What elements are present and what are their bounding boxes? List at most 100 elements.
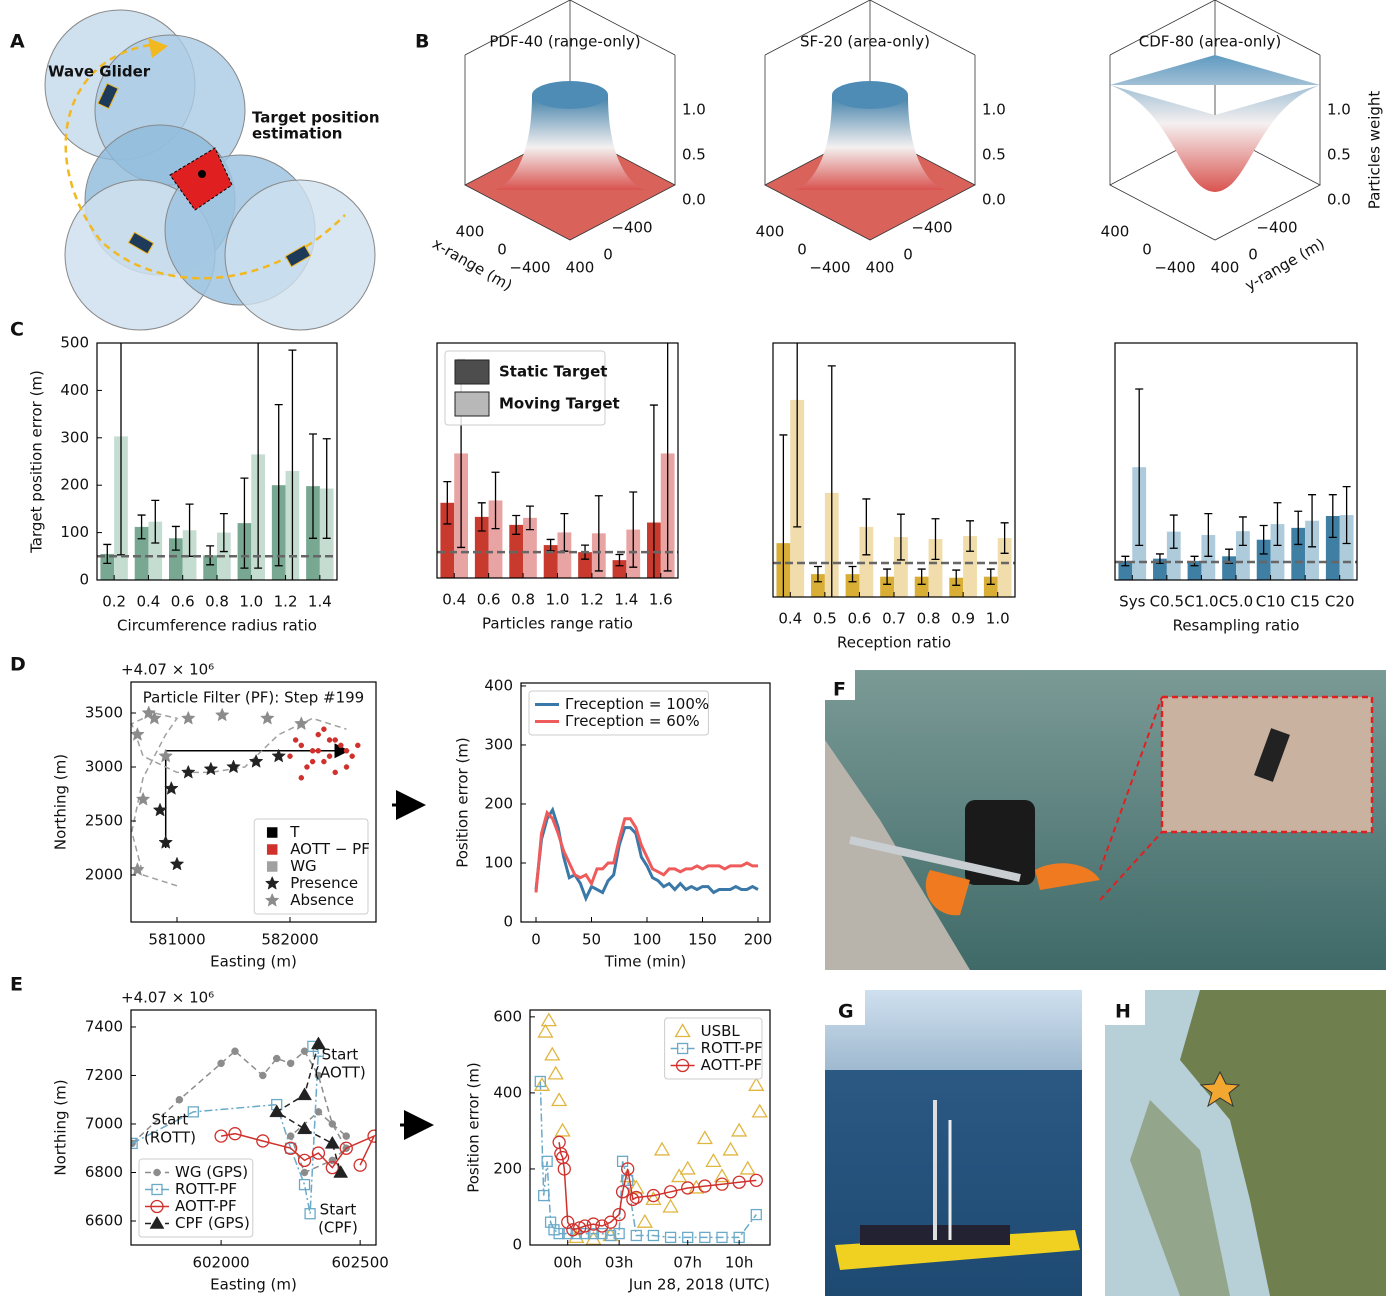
z-tick-label: 0.0 — [682, 191, 706, 209]
y-tick-label: 500 — [60, 334, 89, 352]
panel-label: B — [415, 31, 429, 53]
z-tick-label: 0.5 — [982, 146, 1006, 164]
x-tick-label: 03h — [605, 1254, 634, 1272]
panel-label: C — [10, 319, 24, 341]
x-tick-label: 602000 — [192, 1254, 249, 1272]
legend-label: Γreception = 100% — [565, 695, 709, 713]
x-axis-label: Reception ratio — [837, 634, 951, 652]
x-tick-label: 1.0 — [239, 593, 263, 611]
x-tick-label: 1.2 — [580, 591, 604, 609]
x-tick-label: C20 — [1325, 593, 1355, 611]
marker — [333, 770, 338, 775]
x-tick-label: Sys — [1119, 593, 1145, 611]
y-tick-label: 2000 — [85, 866, 123, 884]
x-tick-label: C10 — [1256, 593, 1286, 611]
marker — [638, 1215, 652, 1227]
legend-label: AOTT − PF — [290, 840, 370, 858]
panel-label: F — [833, 679, 846, 701]
chart: 0.40.60.81.01.21.41.6Particles range rat… — [437, 336, 678, 640]
x-tick-label: 50 — [582, 931, 601, 949]
marker — [672, 1170, 686, 1182]
axis-label: Particles weight — [1366, 91, 1384, 210]
chart: 0100200300400050100150200Position error … — [454, 676, 773, 970]
tick-label: 0 — [903, 246, 913, 264]
marker — [316, 732, 321, 737]
chart-title: Particle Filter (PF): Step #199 — [143, 689, 364, 707]
x-axis-label: Resampling ratio — [1173, 617, 1300, 635]
x-tick-label: 100 — [633, 931, 662, 949]
marker — [325, 1136, 339, 1148]
chart: 01002003004005000.20.40.60.81.01.21.4Tar… — [28, 318, 338, 635]
panel-label: D — [10, 654, 26, 676]
marker — [299, 775, 304, 780]
marker — [552, 1094, 566, 1106]
marker — [287, 1060, 294, 1067]
annotation: (AOTT) — [314, 1064, 366, 1082]
figure: ABCDEFGHWave GliderTarget positionestima… — [0, 0, 1386, 1296]
marker — [327, 738, 332, 743]
marker — [267, 845, 277, 855]
legend-label: Moving Target — [499, 395, 620, 413]
x-axis-label: Easting (m) — [210, 953, 297, 971]
marker — [321, 759, 326, 764]
x-axis-label: Circumference radius ratio — [117, 617, 317, 635]
diagram-a — [45, 10, 375, 330]
marker — [136, 792, 149, 805]
x-tick-label: 1.4 — [308, 593, 332, 611]
tick-label: 0 — [1248, 246, 1258, 264]
x-tick-label: 0 — [531, 931, 541, 949]
marker — [343, 1133, 350, 1140]
tick-label: 400 — [566, 259, 595, 277]
surface-plot: PDF-40 (range-only)1.00.50.04000−400−400… — [429, 0, 706, 295]
marker — [154, 1169, 161, 1176]
z-tick-label: 1.0 — [682, 101, 706, 119]
marker — [355, 743, 360, 748]
x-axis-label: Particles range ratio — [482, 615, 633, 633]
marker — [350, 754, 355, 759]
marker — [273, 1055, 280, 1062]
marker — [232, 1048, 239, 1055]
marker — [698, 1132, 712, 1144]
marker — [664, 1200, 678, 1212]
x-tick-label: 0.4 — [442, 591, 466, 609]
marker — [327, 754, 332, 759]
legend-label: ROTT-PF — [701, 1039, 763, 1057]
x-tick-label: 07h — [673, 1254, 702, 1272]
marker — [751, 1210, 761, 1220]
legend-label: CPF (GPS) — [175, 1214, 250, 1232]
x-tick-label: 0.9 — [951, 610, 975, 628]
x-tick-label: 602500 — [332, 1254, 389, 1272]
tick-label: −400 — [509, 259, 550, 277]
tick-label: 0 — [497, 241, 507, 259]
panel-label: E — [10, 974, 23, 996]
x-tick-label: C15 — [1290, 593, 1320, 611]
x-tick-label: 0.4 — [778, 610, 802, 628]
y-tick-label: 200 — [493, 1159, 522, 1177]
marker — [310, 748, 315, 753]
z-tick-label: 0.5 — [682, 146, 706, 164]
x-tick-label: 0.6 — [477, 591, 501, 609]
axis-label: y-range (m) — [1242, 235, 1328, 295]
x-tick-label: 0.2 — [102, 593, 126, 611]
marker — [267, 862, 277, 872]
tick-label: 400 — [1101, 223, 1130, 241]
tick-label: 400 — [756, 223, 785, 241]
marker — [344, 765, 349, 770]
x-axis-label: Time (min) — [604, 953, 686, 971]
marker — [216, 708, 229, 721]
diagram-label: estimation — [252, 125, 342, 143]
marker — [316, 748, 321, 753]
x-tick-label: C0.5 — [1150, 593, 1184, 611]
marker — [310, 759, 315, 764]
x-tick-label: 1.6 — [649, 591, 673, 609]
z-tick-label: 1.0 — [982, 101, 1006, 119]
panel-label: G — [838, 1001, 854, 1023]
series-line — [540, 1082, 756, 1238]
z-tick-label: 0.5 — [1327, 146, 1351, 164]
y-tick-label: 400 — [60, 381, 89, 399]
tick-label: 400 — [866, 259, 895, 277]
x-tick-label: 0.6 — [847, 610, 871, 628]
marker — [655, 1143, 669, 1155]
legend-label: Γreception = 60% — [565, 712, 700, 730]
plot-area — [1115, 389, 1357, 580]
